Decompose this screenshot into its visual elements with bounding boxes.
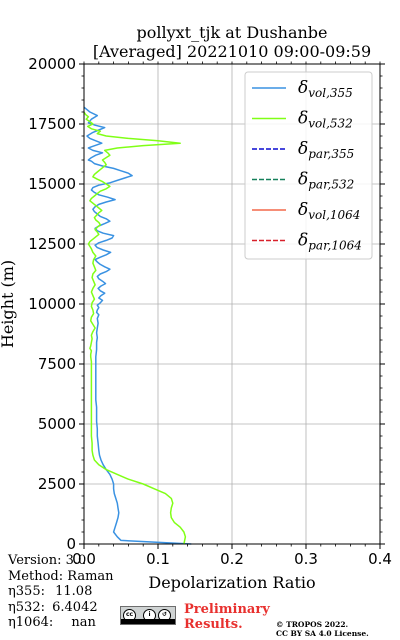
version-text: Version: 3.0 — [8, 553, 87, 568]
eta532-label: η532: — [8, 599, 45, 615]
x-tick-label: 0.0 — [72, 550, 96, 568]
y-tick-label: 0 — [66, 535, 76, 553]
cc-license-badge: cc i ↺ — [120, 606, 176, 625]
series-line — [83, 111, 187, 545]
x-tick-label: 0.4 — [368, 550, 392, 568]
y-tick-label: 10000 — [28, 295, 76, 313]
legend-label: δpar,532 — [298, 170, 354, 192]
y-tick-label: 2500 — [38, 475, 76, 493]
x-tick-label: 0.3 — [294, 550, 318, 568]
eta532-row: η532: 6.4042 — [8, 600, 114, 616]
method-text: Method: Raman — [8, 568, 114, 584]
eta1064-row: η1064: nan — [8, 615, 114, 631]
legend: δvol,355 δvol,532 δpar,355 δpar,532 δvol,106… — [244, 71, 373, 260]
axis-ticks: 0.0 0.1 0.2 0.3 0.4 0 2500 5000 7500 10000 12500 15… — [28, 55, 392, 568]
y-tick-label: 15000 — [28, 175, 76, 193]
legend-label: δpar,355 — [298, 139, 354, 161]
x-tick-label: 0.2 — [220, 550, 244, 568]
sa-share-alike-icon: ↺ — [158, 609, 171, 622]
y-axis-label: Height (m) — [0, 260, 17, 348]
legend-box — [244, 71, 373, 260]
info-panel: Version: 3.0 Method: Raman η355: 11.08 η… — [8, 553, 114, 631]
eta355-row: η355: 11.08 — [8, 584, 114, 600]
tropos-copyright: © TROPOS 2022. CC BY SA 4.0 License. — [276, 620, 369, 638]
x-axis-label: Depolarization Ratio — [148, 573, 315, 592]
tropos-line-2: CC BY SA 4.0 License. — [276, 629, 369, 638]
y-tick-label: 7500 — [38, 355, 76, 373]
tropos-line-1: © TROPOS 2022. — [276, 620, 349, 629]
eta532-value: 6.4042 — [52, 599, 98, 615]
series-line — [83, 106, 192, 545]
legend-label: δvol,355 — [298, 78, 353, 100]
series-layer — [83, 106, 192, 545]
preliminary-results-note: Preliminary Results. — [184, 602, 270, 632]
eta355-value: 11.08 — [55, 584, 93, 599]
legend-label: δvol,532 — [298, 109, 353, 131]
y-tick-label: 20000 — [28, 55, 76, 73]
chart-subtitle: [Averaged] 20221010 09:00-09:59 — [93, 42, 371, 61]
eta355-label: η355: — [8, 584, 45, 599]
y-tick-label: 17500 — [28, 115, 76, 133]
chart-title: pollyxt_tjk at Dushanbe — [136, 23, 327, 42]
legend-label: δvol,1064 — [298, 200, 360, 222]
legend-label: δpar,1064 — [298, 231, 362, 253]
eta1064-value: nan — [71, 615, 96, 630]
y-tick-label: 5000 — [38, 415, 76, 433]
eta1064-label: η1064: — [8, 615, 54, 630]
cc-badge-strip — [121, 619, 175, 624]
preliminary-line-2: Results. — [184, 617, 243, 632]
x-tick-label: 0.1 — [146, 550, 170, 568]
y-tick-label: 12500 — [28, 235, 76, 253]
preliminary-line-1: Preliminary — [184, 602, 270, 617]
